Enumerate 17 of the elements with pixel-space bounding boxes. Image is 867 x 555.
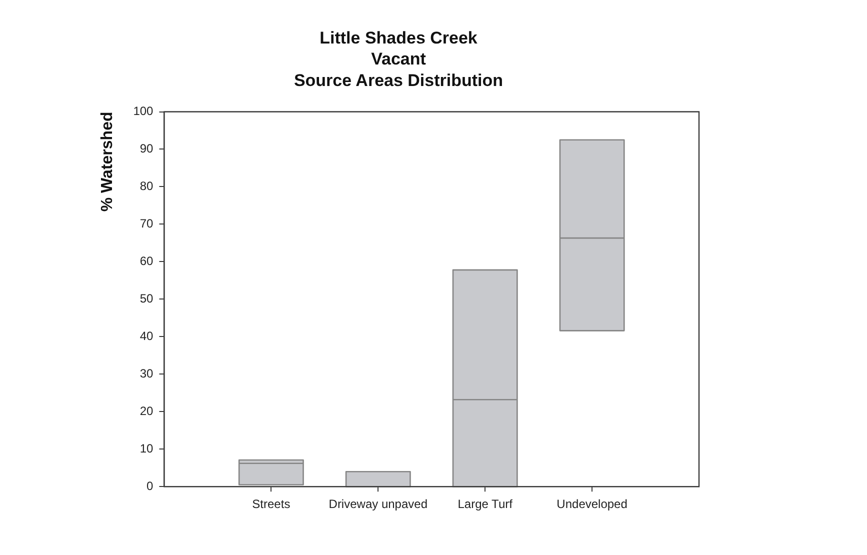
y-tick-label: 80: [140, 179, 154, 194]
x-tick-label: Undeveloped: [556, 497, 628, 512]
x-tick-label: Streets: [252, 497, 290, 512]
y-tick-label: 0: [146, 478, 154, 493]
y-tick-label: 40: [140, 328, 154, 343]
y-axis-title: % Watershed: [99, 112, 116, 212]
chart-title: Little Shades Creek Vacant Source Areas Distribution: [294, 28, 504, 90]
y-tick-label: 90: [140, 142, 154, 156]
y-tick-label: 60: [140, 254, 154, 268]
y-tick-label: 30: [140, 366, 154, 380]
x-tick-label: Large Turf: [458, 497, 514, 512]
y-tick-label: 100: [133, 104, 154, 118]
y-tick-label: 70: [140, 216, 154, 231]
y-tick-label: 20: [140, 404, 154, 418]
y-tick-label: 50: [140, 291, 154, 306]
y-tick-label: 10: [140, 441, 154, 456]
x-tick-label: Driveway unpaved: [328, 497, 428, 512]
